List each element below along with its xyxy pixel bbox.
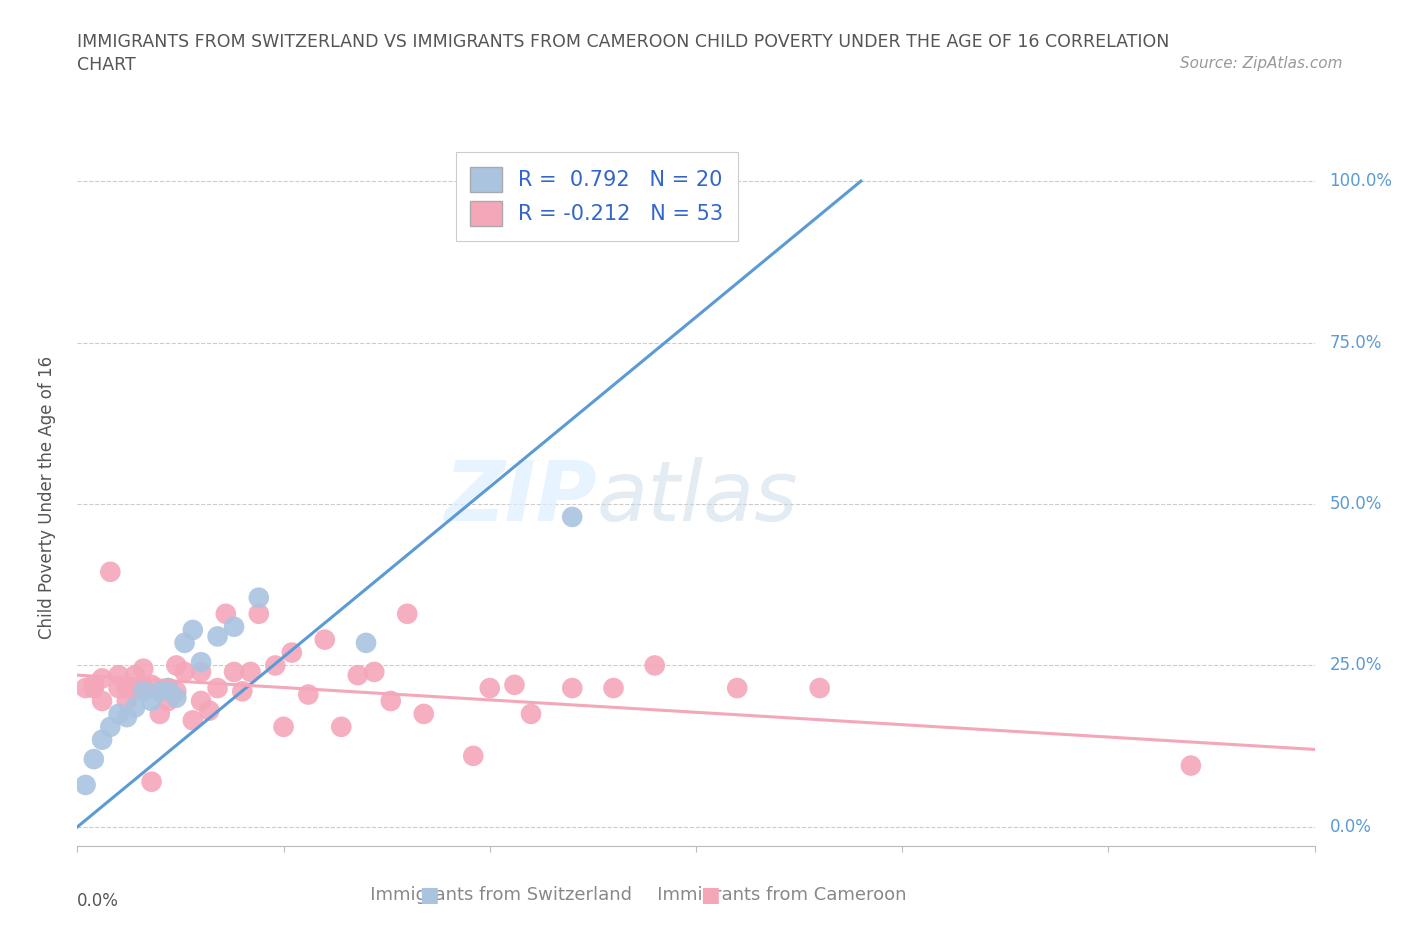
- Point: [115, 694, 138, 709]
- Text: 0.0%: 0.0%: [1330, 817, 1371, 836]
- Point: [98, 565, 121, 579]
- Point: [115, 681, 138, 696]
- Point: [247, 606, 270, 621]
- Point: [644, 658, 666, 673]
- Text: 0.0%: 0.0%: [77, 892, 120, 910]
- Point: [239, 665, 262, 680]
- Point: [190, 655, 212, 670]
- Point: [157, 681, 180, 696]
- Point: [561, 510, 583, 525]
- Point: [207, 629, 229, 644]
- Point: [165, 684, 187, 698]
- Text: Immigrants from Switzerland: Immigrants from Switzerland: [353, 885, 631, 904]
- Point: [124, 700, 146, 715]
- Point: [602, 681, 624, 696]
- Text: 100.0%: 100.0%: [1330, 172, 1392, 190]
- Point: [75, 777, 97, 792]
- Point: [91, 694, 114, 709]
- Point: [222, 665, 245, 680]
- Text: ZIP: ZIP: [444, 457, 598, 538]
- Point: [157, 681, 180, 696]
- Point: [198, 703, 221, 718]
- Point: [273, 720, 295, 735]
- Point: [141, 694, 163, 709]
- Point: [124, 681, 146, 696]
- Point: [141, 775, 163, 790]
- Text: atlas: atlas: [598, 457, 799, 538]
- Text: IMMIGRANTS FROM SWITZERLAND VS IMMIGRANTS FROM CAMEROON CHILD POVERTY UNDER THE : IMMIGRANTS FROM SWITZERLAND VS IMMIGRANT…: [77, 33, 1170, 50]
- Point: [83, 681, 105, 696]
- Point: [173, 665, 195, 680]
- Point: [503, 677, 526, 692]
- Point: [75, 681, 97, 696]
- Text: Immigrants from Cameroon: Immigrants from Cameroon: [640, 885, 907, 904]
- Point: [98, 720, 121, 735]
- Point: [463, 749, 485, 764]
- Text: 50.0%: 50.0%: [1330, 495, 1382, 513]
- Point: [330, 720, 353, 735]
- Point: [207, 681, 229, 696]
- Point: [264, 658, 287, 673]
- Point: [363, 665, 385, 680]
- Point: [478, 681, 501, 696]
- Point: [808, 681, 831, 696]
- Point: [380, 694, 402, 709]
- Point: [91, 732, 114, 747]
- Point: [181, 622, 204, 637]
- Point: [149, 707, 172, 722]
- Text: 75.0%: 75.0%: [1330, 334, 1382, 352]
- Point: [520, 707, 543, 722]
- Point: [346, 668, 368, 683]
- Point: [247, 591, 270, 605]
- Point: [132, 661, 155, 676]
- Point: [222, 619, 245, 634]
- Point: [115, 710, 138, 724]
- Text: 25.0%: 25.0%: [1330, 657, 1382, 674]
- Point: [149, 684, 172, 698]
- Text: CHART: CHART: [77, 56, 136, 73]
- Point: [314, 632, 336, 647]
- Point: [190, 665, 212, 680]
- Point: [141, 677, 163, 692]
- Point: [1180, 758, 1202, 773]
- Point: [91, 671, 114, 685]
- Point: [132, 681, 155, 696]
- Point: [132, 684, 155, 698]
- Point: [725, 681, 748, 696]
- Text: ■: ■: [700, 884, 720, 905]
- Point: [231, 684, 253, 698]
- Point: [561, 681, 583, 696]
- Point: [107, 707, 129, 722]
- Point: [165, 658, 187, 673]
- Point: [297, 687, 319, 702]
- Point: [107, 668, 129, 683]
- Point: [215, 606, 238, 621]
- Point: [281, 645, 304, 660]
- Point: [396, 606, 419, 621]
- Point: [354, 635, 377, 650]
- Point: [83, 751, 105, 766]
- Text: ■: ■: [419, 884, 439, 905]
- Y-axis label: Child Poverty Under the Age of 16: Child Poverty Under the Age of 16: [38, 356, 56, 639]
- Point: [181, 713, 204, 728]
- Point: [107, 681, 129, 696]
- Point: [190, 694, 212, 709]
- Text: Source: ZipAtlas.com: Source: ZipAtlas.com: [1180, 56, 1343, 71]
- Point: [173, 635, 195, 650]
- Legend: R =  0.792   N = 20, R = -0.212   N = 53: R = 0.792 N = 20, R = -0.212 N = 53: [456, 153, 738, 241]
- Point: [412, 707, 434, 722]
- Point: [165, 690, 187, 705]
- Point: [157, 694, 180, 709]
- Point: [124, 668, 146, 683]
- Point: [83, 677, 105, 692]
